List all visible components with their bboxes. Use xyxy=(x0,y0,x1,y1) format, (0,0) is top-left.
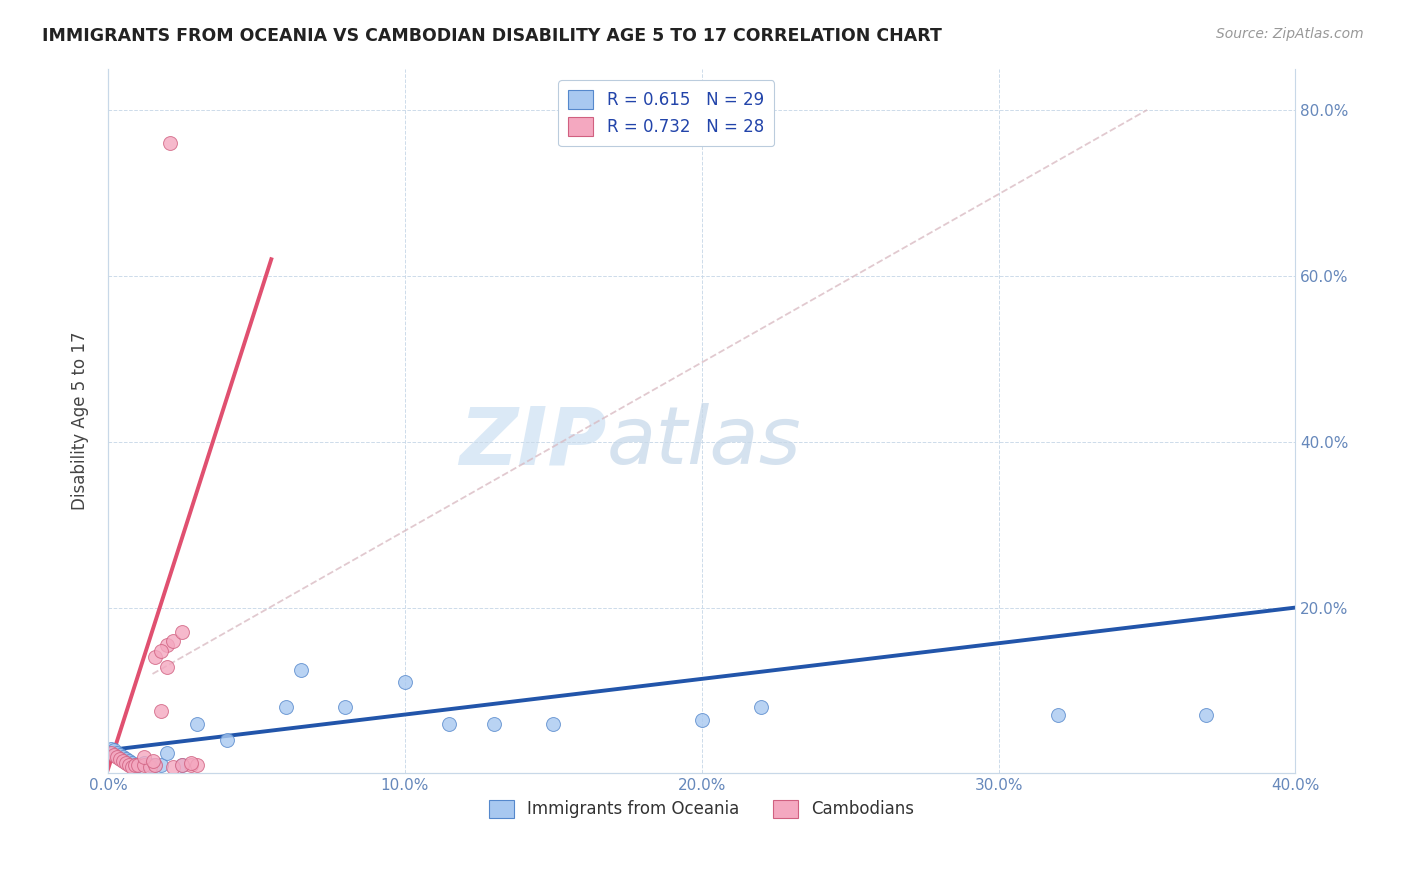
Point xyxy=(439,716,461,731)
Point xyxy=(290,663,312,677)
Point xyxy=(1195,708,1218,723)
Point xyxy=(274,700,297,714)
Y-axis label: Disability Age 5 to 17: Disability Age 5 to 17 xyxy=(72,332,89,510)
Point xyxy=(108,748,131,763)
Point xyxy=(482,716,505,731)
Point xyxy=(543,716,565,731)
Point xyxy=(114,751,136,765)
Point xyxy=(111,754,134,768)
Point xyxy=(749,700,772,714)
Point xyxy=(690,713,713,727)
Text: ZIP: ZIP xyxy=(460,403,607,481)
Point xyxy=(145,758,167,772)
Point xyxy=(111,749,134,764)
Point xyxy=(105,746,128,760)
Point xyxy=(159,136,181,150)
Point xyxy=(108,751,131,765)
Point xyxy=(156,660,179,674)
Point xyxy=(132,756,155,771)
Point xyxy=(138,758,160,772)
Point xyxy=(162,760,184,774)
Point xyxy=(103,748,125,763)
Point xyxy=(156,746,179,760)
Point xyxy=(186,758,208,772)
Point xyxy=(145,650,167,665)
Point xyxy=(100,746,122,760)
Point xyxy=(162,633,184,648)
Point xyxy=(103,743,125,757)
Point xyxy=(124,758,146,772)
Point xyxy=(121,760,143,774)
Point xyxy=(150,643,173,657)
Point xyxy=(1046,708,1069,723)
Point xyxy=(114,756,136,771)
Point xyxy=(394,675,416,690)
Point xyxy=(127,758,149,772)
Text: atlas: atlas xyxy=(607,403,801,481)
Point xyxy=(156,638,179,652)
Text: Source: ZipAtlas.com: Source: ZipAtlas.com xyxy=(1216,27,1364,41)
Point xyxy=(145,758,167,772)
Point xyxy=(180,756,202,771)
Point xyxy=(150,704,173,718)
Point xyxy=(172,758,194,772)
Point xyxy=(180,758,202,772)
Point xyxy=(172,758,194,772)
Point xyxy=(172,625,194,640)
Point xyxy=(141,754,163,768)
Text: IMMIGRANTS FROM OCEANIA VS CAMBODIAN DISABILITY AGE 5 TO 17 CORRELATION CHART: IMMIGRANTS FROM OCEANIA VS CAMBODIAN DIS… xyxy=(42,27,942,45)
Point xyxy=(186,716,208,731)
Point xyxy=(121,756,143,771)
Point xyxy=(118,754,141,768)
Point xyxy=(105,749,128,764)
Point xyxy=(138,760,160,774)
Point xyxy=(335,700,357,714)
Point xyxy=(124,758,146,772)
Legend: Immigrants from Oceania, Cambodians: Immigrants from Oceania, Cambodians xyxy=(482,793,921,825)
Point xyxy=(215,733,238,747)
Point xyxy=(127,758,149,772)
Point xyxy=(132,758,155,772)
Point xyxy=(118,758,141,772)
Point xyxy=(150,758,173,772)
Point xyxy=(132,749,155,764)
Point xyxy=(100,741,122,756)
